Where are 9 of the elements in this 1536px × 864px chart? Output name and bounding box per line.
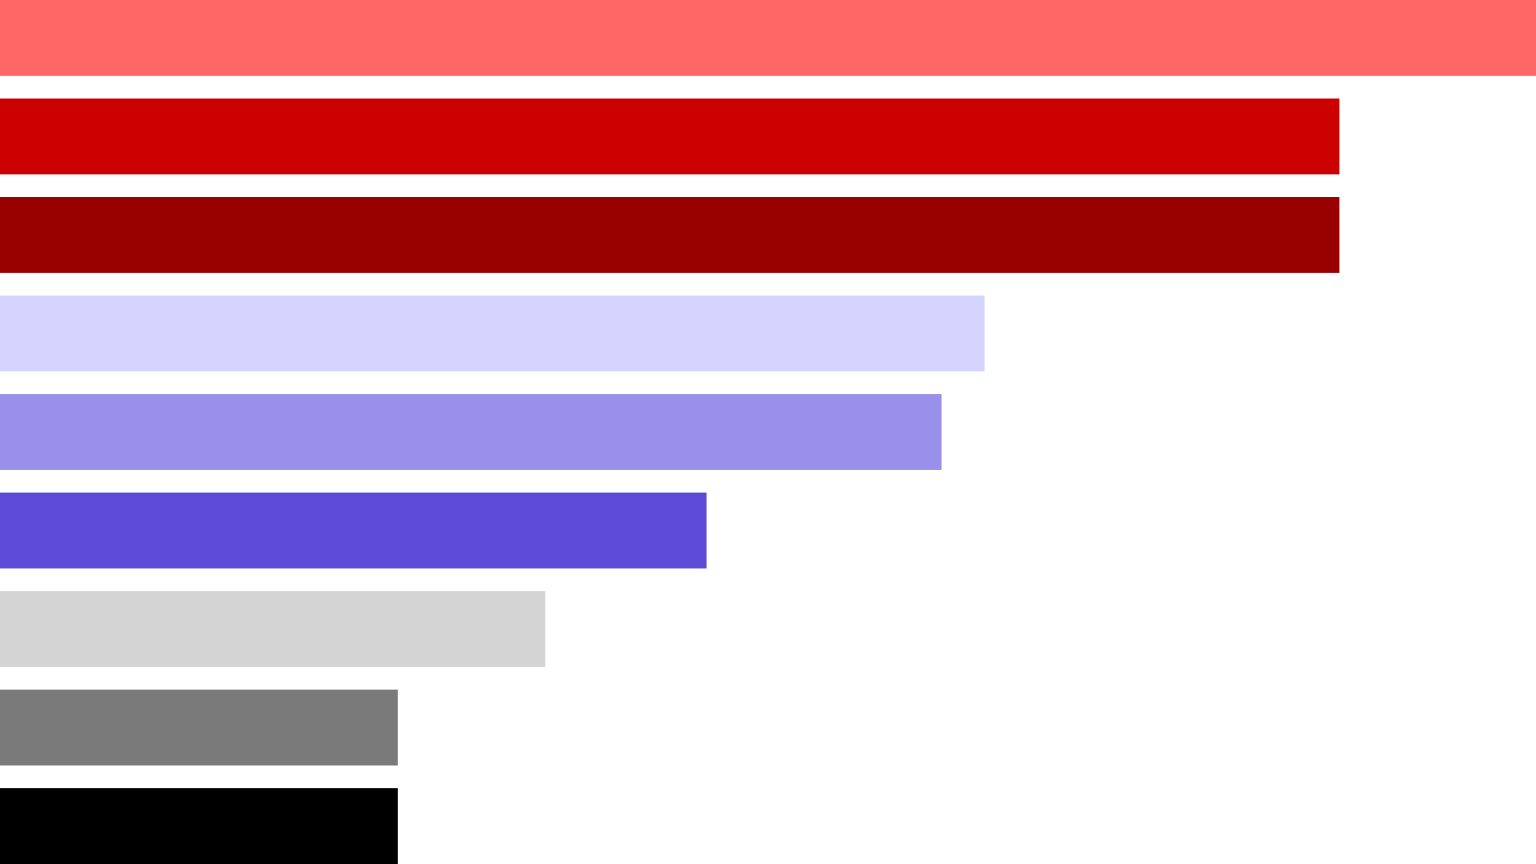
bar [0, 295, 985, 372]
bar [0, 0, 1536, 76]
bar [0, 492, 707, 569]
bar [0, 689, 398, 766]
bar [0, 197, 1340, 273]
bar [0, 394, 942, 470]
bar [0, 788, 398, 864]
bar [0, 98, 1340, 175]
bar [0, 591, 546, 667]
